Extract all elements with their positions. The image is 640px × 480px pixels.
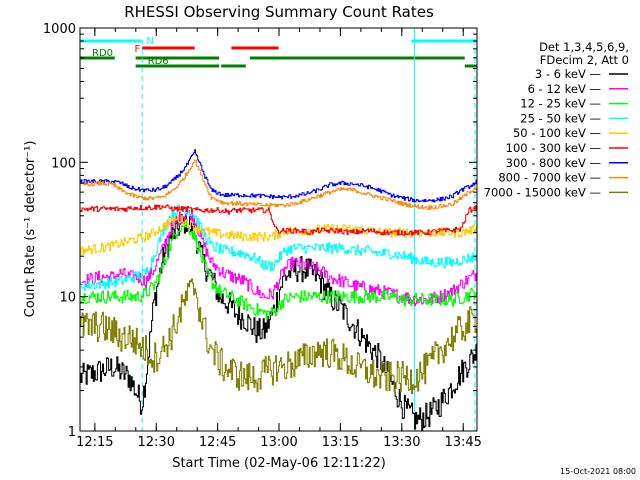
x-tick-label-13:45: 13:45 <box>444 435 481 450</box>
x-tick-label-12:30: 12:30 <box>138 435 175 450</box>
legend-label-100-300keV: 100 - 300 keV — <box>506 141 601 155</box>
legend-label-6-12keV: 6 - 12 keV — <box>528 82 601 96</box>
x-axis-ticks: 12:15 12:30 12:45 13:00 13:15 13:30 13:45 <box>76 28 482 450</box>
series-line-50-100keV <box>80 215 478 256</box>
x-tick-label-13:00: 13:00 <box>260 435 297 450</box>
y-tick-label-1: 1 <box>68 425 76 440</box>
plot-frame <box>79 27 478 432</box>
y-tick-label-10: 10 <box>59 291 76 306</box>
legend-label-12-25keV: 12 - 25 keV — <box>520 97 601 111</box>
x-tick-label-12:15: 12:15 <box>76 435 113 450</box>
x-axis-label: Start Time (02-May-06 12:11:22) <box>172 456 386 471</box>
legend-label-800-7000keV: 800 - 7000 keV — <box>498 171 601 185</box>
legend-label-3-6keV: 3 - 6 keV — <box>535 67 601 81</box>
legend-label-300-800keV: 300 - 800 keV — <box>506 156 601 170</box>
legend-header-line-2: FDecim 2, Att 0 <box>540 53 629 67</box>
series-lines <box>80 149 478 432</box>
flag-label-RD0: RD0 <box>92 48 113 59</box>
series-line-3-6keV <box>80 209 478 432</box>
y-tick-label-100: 100 <box>51 156 76 171</box>
flag-label-N: N <box>146 36 153 47</box>
series-line-25-50keV <box>80 204 478 291</box>
instrument-flag-bars: NF RD0 RD6 <box>80 36 477 68</box>
x-tick-label-13:30: 13:30 <box>383 435 420 450</box>
flag-label-RD6: RD6 <box>148 56 169 67</box>
x-tick-label-12:45: 12:45 <box>199 435 236 450</box>
series-line-7000-15000keV <box>80 278 478 395</box>
series-line-800-7000keV <box>80 159 478 210</box>
series-line-100-300keV <box>80 204 478 236</box>
legend-label-7000-15000keV: 7000 - 15000 keV — <box>484 185 601 199</box>
legend-label-25-50keV: 25 - 50 keV — <box>520 111 601 125</box>
y-axis-label: Count Rate (s⁻¹ detector⁻¹) <box>23 141 38 318</box>
legend-header-line-1: Det 1,3,4,5,6,9, <box>539 40 629 54</box>
flag-label-F: F <box>134 44 140 55</box>
legend: Det 1,3,4,5,6,9, FDecim 2, Att 0 3 - 6 k… <box>484 40 629 199</box>
series-line-300-800keV <box>80 149 478 203</box>
series-line-12-25keV <box>80 220 478 320</box>
y-tick-label-1000: 1000 <box>43 22 76 37</box>
x-tick-label-13:15: 13:15 <box>322 435 359 450</box>
legend-label-50-100keV: 50 - 100 keV — <box>513 126 601 140</box>
chart-title: RHESSI Observing Summary Count Rates <box>124 3 434 21</box>
footer-timestamp: 15-Oct-2021 08:00 <box>560 467 636 476</box>
y-axis-ticks: 1 10 100 1000 <box>43 22 477 440</box>
